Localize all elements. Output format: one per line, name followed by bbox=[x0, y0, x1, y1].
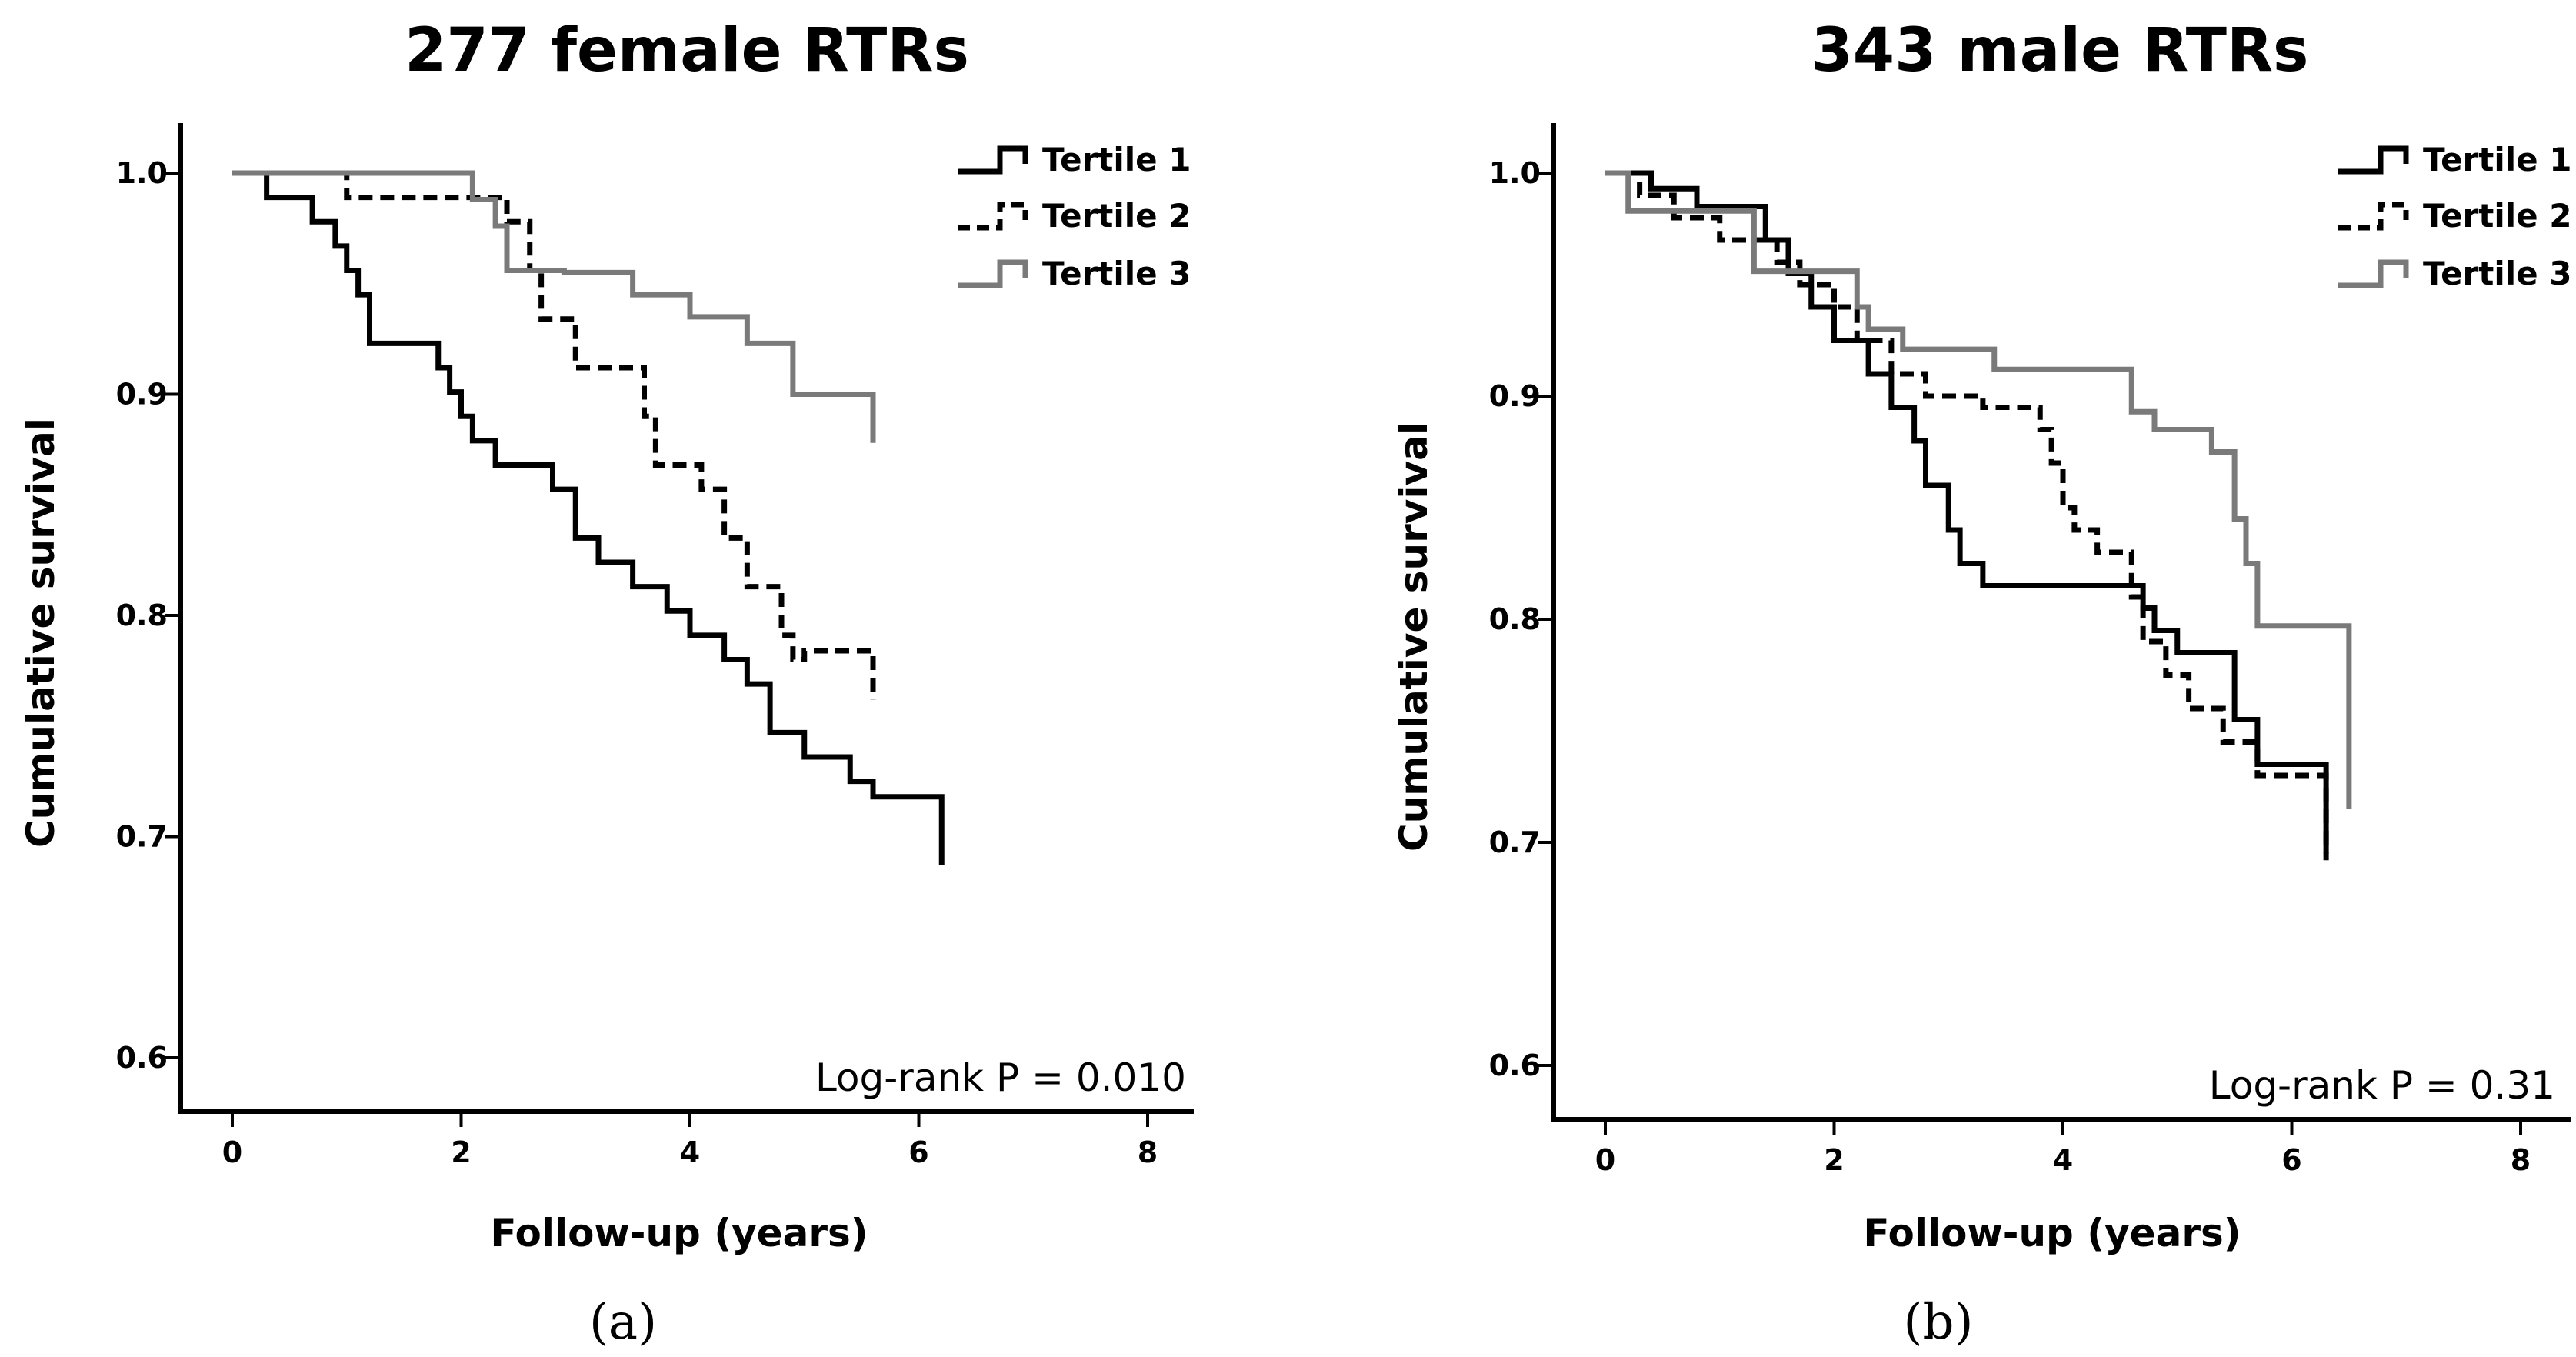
chart-title: 343 male RTRs bbox=[1811, 16, 2309, 85]
legend-label: Tertile 3 bbox=[1042, 255, 1191, 292]
panel-female: 277 female RTRs 0.6 0.7 0.8 0.9 1.0 0 2 4 6 8 Follo… bbox=[18, 16, 1194, 1351]
legend-label: Tertile 3 bbox=[2423, 255, 2571, 292]
legend-swatch-tertile-2 bbox=[2338, 202, 2409, 231]
legend-swatch-tertile-1 bbox=[2338, 145, 2409, 175]
x-axis-label: Follow-up (years) bbox=[490, 1211, 868, 1255]
y-tick-label: 0.6 bbox=[116, 1041, 168, 1075]
x-tick-label: 0 bbox=[1595, 1143, 1615, 1177]
y-tick-label: 0.7 bbox=[1489, 825, 1541, 859]
x-tick-label: 8 bbox=[1138, 1135, 1158, 1169]
x-tick-label: 2 bbox=[1824, 1143, 1844, 1177]
y-tick-label: 0.8 bbox=[1489, 602, 1541, 636]
legend-label: Tertile 2 bbox=[2423, 197, 2571, 235]
series-line-tertile-1 bbox=[1605, 170, 2329, 854]
panel-label: (a) bbox=[589, 1294, 657, 1351]
series-line-tertile-1 bbox=[232, 170, 945, 865]
y-tick-label: 1.0 bbox=[116, 156, 168, 190]
series-line-tertile-3 bbox=[232, 170, 876, 443]
series-line-tertile-2 bbox=[232, 170, 876, 700]
x-tick-label: 0 bbox=[222, 1135, 242, 1169]
legend-swatch-tertile-1 bbox=[958, 145, 1028, 175]
legend-swatch-tertile-3 bbox=[2338, 259, 2409, 288]
log-rank-annotation: Log-rank P = 0.31 bbox=[2209, 1063, 2555, 1108]
y-tick-label: 0.9 bbox=[116, 378, 168, 412]
x-tick-label: 4 bbox=[680, 1135, 700, 1169]
log-rank-annotation: Log-rank P = 0.010 bbox=[815, 1055, 1186, 1100]
y-tick-label: 1.0 bbox=[1489, 156, 1541, 190]
series-line-tertile-2 bbox=[1605, 170, 2329, 861]
legend-label: Tertile 2 bbox=[1042, 197, 1191, 235]
y-tick-label: 0.7 bbox=[116, 820, 168, 854]
y-tick-label: 0.9 bbox=[1489, 379, 1541, 413]
y-tick-label: 0.8 bbox=[116, 598, 168, 632]
x-tick-label: 2 bbox=[451, 1135, 471, 1169]
x-tick-label: 8 bbox=[2511, 1143, 2531, 1177]
legend-label: Tertile 1 bbox=[2423, 141, 2571, 178]
x-tick-label: 6 bbox=[908, 1135, 928, 1169]
panel-male: 343 male RTRs 0.6 0.7 0.8 0.9 1.0 0 2 4 6 8 Follow-… bbox=[1391, 16, 2571, 1351]
series-line-tertile-3 bbox=[1605, 170, 2352, 809]
x-axis-label: Follow-up (years) bbox=[1863, 1211, 2241, 1255]
y-tick-label: 0.6 bbox=[1489, 1049, 1541, 1082]
x-tick-label: 4 bbox=[2053, 1143, 2073, 1177]
y-axis-label: Cumulative survival bbox=[18, 418, 63, 848]
x-tick-label: 6 bbox=[2281, 1143, 2301, 1177]
legend-label: Tertile 1 bbox=[1042, 141, 1191, 178]
chart-title: 277 female RTRs bbox=[405, 16, 969, 85]
legend-swatch-tertile-2 bbox=[958, 202, 1028, 231]
legend-swatch-tertile-3 bbox=[958, 259, 1028, 288]
y-axis-label: Cumulative survival bbox=[1391, 422, 1436, 852]
panel-label: (b) bbox=[1904, 1294, 1974, 1351]
